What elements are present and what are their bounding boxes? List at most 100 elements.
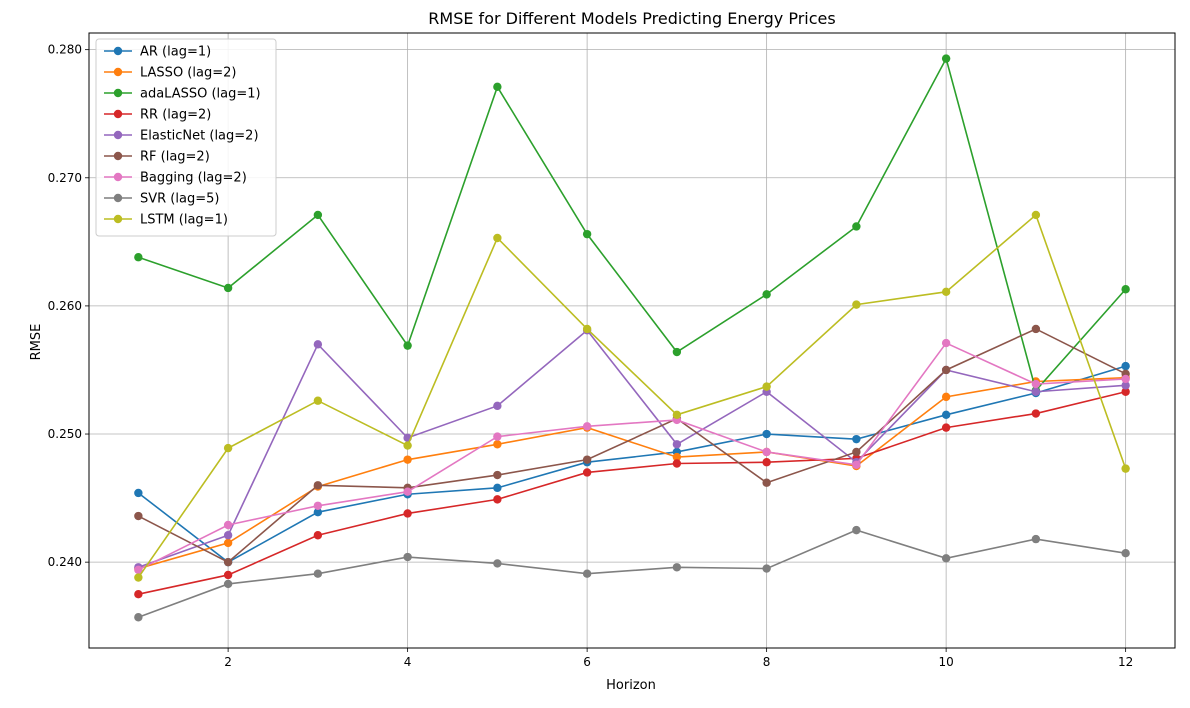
data-point xyxy=(493,401,502,411)
legend-marker xyxy=(113,193,123,203)
data-point xyxy=(223,531,233,540)
data-point xyxy=(1121,548,1130,558)
legend-label: LASSO (lag=2) xyxy=(140,66,236,81)
x-axis-title: Horizon xyxy=(606,678,656,693)
legend-label: Bagging (lag=2) xyxy=(140,171,247,186)
series-rf-lag-2 xyxy=(134,324,1130,567)
data-point xyxy=(1031,210,1041,220)
legend-label: adaLASSO (lag=1) xyxy=(140,87,261,102)
data-point xyxy=(313,340,323,349)
data-point xyxy=(134,511,143,521)
data-point xyxy=(852,300,861,309)
data-point xyxy=(672,563,682,572)
data-point xyxy=(762,382,771,391)
data-point xyxy=(313,569,323,578)
data-point xyxy=(134,573,143,582)
data-point xyxy=(582,229,592,239)
data-point xyxy=(582,324,592,334)
data-point xyxy=(672,452,682,462)
data-point xyxy=(493,559,502,568)
legend-label: RR (lag=2) xyxy=(140,108,211,123)
data-point xyxy=(223,579,233,589)
data-point xyxy=(852,525,861,535)
data-point xyxy=(762,478,771,487)
legend-item: AR (lag=1) xyxy=(104,45,211,60)
data-point xyxy=(582,455,592,464)
data-point xyxy=(1031,534,1041,544)
data-point xyxy=(762,458,771,467)
series-line-ar-lag-1 xyxy=(137,365,1126,564)
data-point xyxy=(852,434,861,444)
data-point xyxy=(223,538,233,548)
data-point xyxy=(672,410,682,420)
x-tick-label: 12 xyxy=(1118,655,1133,669)
series-line-svr-lag-5 xyxy=(138,529,1126,619)
data-point xyxy=(223,283,233,293)
data-point xyxy=(134,488,143,498)
data-point xyxy=(762,564,771,573)
y-tick-label: 0.280 xyxy=(48,43,82,57)
legend-marker xyxy=(113,46,123,56)
data-point xyxy=(223,557,233,567)
chart-title: RMSE for Different Models Predicting Ene… xyxy=(428,9,835,28)
data-point xyxy=(1121,285,1130,294)
data-point xyxy=(762,447,771,457)
legend-label: RF (lag=2) xyxy=(140,150,210,165)
legend-marker xyxy=(113,109,123,119)
data-point xyxy=(1031,409,1041,418)
data-point xyxy=(1121,387,1130,396)
legend-item: SVR (lag=5) xyxy=(104,192,219,207)
data-point xyxy=(493,495,502,504)
data-point xyxy=(941,410,951,420)
data-point xyxy=(582,468,592,477)
legend-item: LASSO (lag=2) xyxy=(104,66,236,81)
series-line-rf-lag-2 xyxy=(137,328,1126,564)
legend-item: Bagging (lag=2) xyxy=(104,171,247,186)
legend-marker xyxy=(113,67,123,77)
data-point xyxy=(941,287,951,297)
legend: AR (lag=1) LASSO (lag=2) adaLASSO (lag=1) R… xyxy=(95,38,277,237)
data-point xyxy=(672,459,682,468)
data-point xyxy=(941,54,951,63)
y-tick-label: 0.260 xyxy=(48,299,82,313)
y-tick-label: 0.240 xyxy=(48,555,82,569)
data-point xyxy=(941,554,951,563)
data-point xyxy=(672,347,682,357)
data-point xyxy=(941,423,951,432)
series-ar-lag-1 xyxy=(134,361,1130,567)
data-point xyxy=(313,531,323,540)
y-tick-label: 0.270 xyxy=(48,171,82,185)
data-point xyxy=(313,210,323,220)
legend-marker xyxy=(113,151,123,161)
legend-item: RF (lag=2) xyxy=(104,150,210,165)
series-line-lstm-lag-1 xyxy=(137,213,1127,578)
series-line-adalasso-lag-1 xyxy=(138,56,1127,393)
data-point xyxy=(1121,374,1130,384)
data-point xyxy=(1031,324,1041,334)
data-point xyxy=(134,565,143,575)
data-point xyxy=(941,392,951,402)
legend-label: SVR (lag=5) xyxy=(140,192,219,207)
y-axis-title: RMSE xyxy=(29,324,44,361)
data-point xyxy=(493,432,502,441)
x-tick-label: 8 xyxy=(763,655,771,669)
series-line-elasticnet-lag-2 xyxy=(138,329,1126,569)
x-tick-label: 4 xyxy=(404,655,412,669)
data-point xyxy=(313,507,323,517)
data-point xyxy=(403,341,412,350)
data-point xyxy=(134,253,143,262)
data-point xyxy=(582,422,592,431)
series-lstm-lag-1 xyxy=(134,210,1130,582)
data-point xyxy=(313,501,323,510)
series-line-lasso-lag-2 xyxy=(138,376,1126,570)
data-point xyxy=(852,460,861,469)
data-point xyxy=(1121,464,1130,473)
data-point xyxy=(1031,379,1041,389)
data-point xyxy=(762,290,771,299)
legend-marker xyxy=(113,88,123,98)
data-point xyxy=(672,440,682,449)
series-adalasso-lag-1 xyxy=(134,54,1130,395)
axes: 2 4 6 8 10 12 0.240 0.250 0.260 0.270 0.280 xyxy=(48,43,1134,669)
